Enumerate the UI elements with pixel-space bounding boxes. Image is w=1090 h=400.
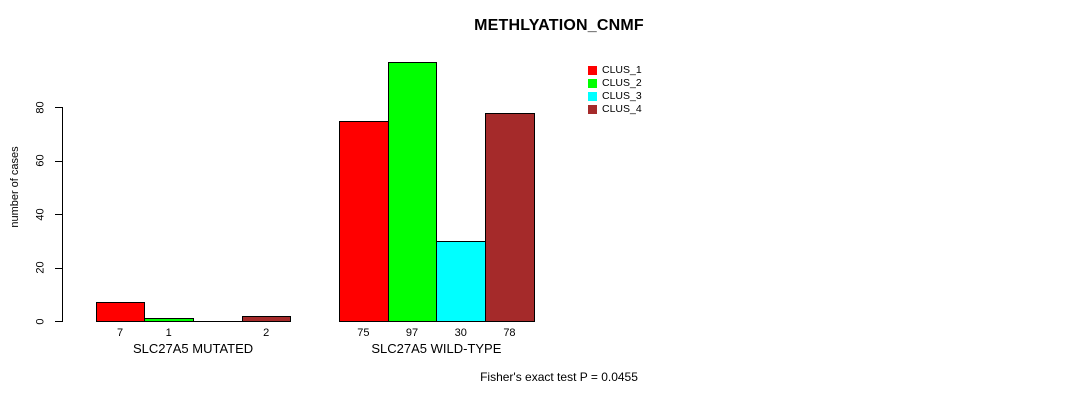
bar-value-label: 78 — [503, 327, 516, 339]
x-group-label: SLC27A5 WILD-TYPE — [371, 341, 502, 356]
bar-clus-2-slc27a5-wild-type — [387, 62, 438, 322]
y-axis-tick — [55, 107, 62, 109]
y-axis-tick — [55, 214, 62, 216]
fisher-test-note: Fisher's exact test P = 0.0455 — [480, 370, 638, 384]
legend: CLUS_1 CLUS_2 CLUS_3 CLUS_4 — [588, 64, 642, 116]
x-group-label: SLC27A5 MUTATED — [133, 341, 254, 356]
legend-swatch-clus-2 — [588, 79, 597, 88]
legend-swatch-clus-3 — [588, 92, 597, 101]
bar-value-label: 1 — [165, 327, 172, 339]
y-axis-tick — [55, 267, 62, 269]
bar-clus-2-slc27a5-mutated — [144, 318, 195, 322]
bar-clus-1-slc27a5-mutated — [95, 302, 146, 322]
bar-clus-4-slc27a5-mutated — [241, 315, 292, 322]
bar-clus-1-slc27a5-wild-type — [339, 120, 389, 322]
bar-clus-4-slc27a5-wild-type — [485, 112, 535, 322]
legend-item-label: CLUS_3 — [602, 90, 642, 102]
y-tick-label: 60 — [34, 154, 47, 167]
legend-item-label: CLUS_2 — [602, 77, 642, 89]
chart-title: METHLYATION_CNMF — [474, 17, 644, 34]
legend-item: CLUS_4 — [588, 103, 642, 116]
legend-swatch-clus-1 — [588, 66, 597, 75]
bar-value-label: 75 — [357, 327, 370, 339]
y-axis-tick — [55, 160, 62, 162]
bar-value-label: 97 — [405, 327, 419, 339]
bar-value-label: 7 — [116, 327, 124, 339]
y-axis-tick — [55, 321, 62, 322]
legend-swatch-clus-4 — [588, 105, 597, 114]
legend-item: CLUS_3 — [588, 90, 642, 103]
y-tick-label: 20 — [34, 261, 47, 274]
bar-clus-3-slc27a5-wild-type — [436, 240, 487, 322]
y-tick-label: 80 — [34, 101, 47, 114]
y-tick-label: 40 — [34, 208, 47, 221]
y-axis-label: number of cases — [9, 146, 21, 228]
bar-value-label: 30 — [454, 327, 467, 339]
legend-item-label: CLUS_1 — [602, 64, 642, 76]
y-tick-label: 0 — [34, 317, 47, 325]
legend-item: CLUS_1 — [588, 64, 642, 77]
y-axis-line — [62, 107, 63, 322]
legend-item-label: CLUS_4 — [602, 103, 642, 115]
legend-item: CLUS_2 — [588, 77, 642, 90]
bar-value-label: 2 — [263, 327, 270, 339]
